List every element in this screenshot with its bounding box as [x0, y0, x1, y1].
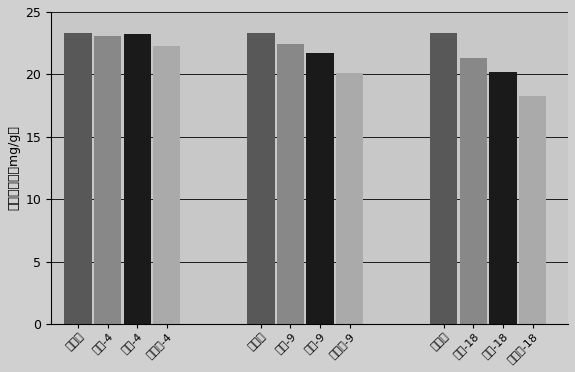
Bar	[430, 33, 457, 324]
Y-axis label: 色氨酸含量（mg/g）: 色氨酸含量（mg/g）	[7, 126, 20, 211]
Bar	[153, 46, 181, 324]
Bar	[336, 73, 363, 324]
Bar	[489, 72, 516, 324]
Bar	[247, 33, 274, 324]
Bar	[306, 53, 334, 324]
Bar	[519, 96, 546, 324]
Bar	[124, 35, 151, 324]
Bar	[460, 58, 487, 324]
Bar	[94, 36, 121, 324]
Bar	[64, 33, 91, 324]
Bar	[277, 44, 304, 324]
